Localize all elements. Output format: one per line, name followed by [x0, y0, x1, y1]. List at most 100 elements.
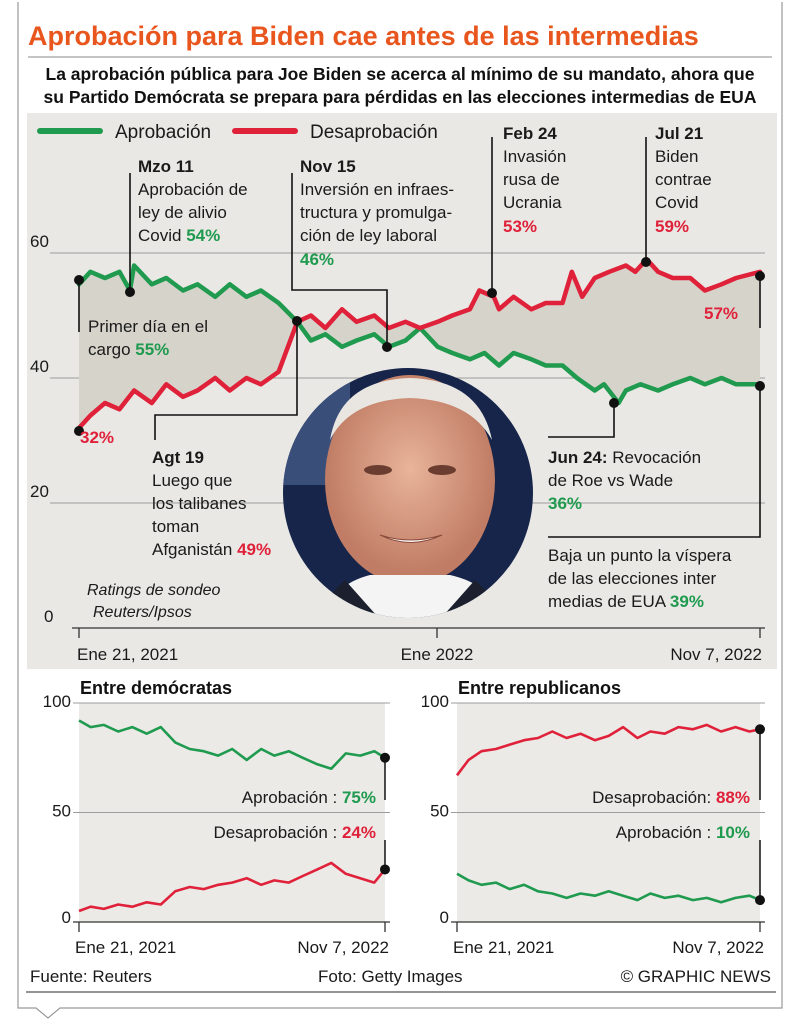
annotation-date: Agt 19: [152, 448, 204, 467]
source-note-line-2: Reuters/Ipsos: [93, 604, 192, 621]
annotation-date: Jun 24:: [548, 448, 608, 467]
annotation-text: Covid: [138, 226, 181, 245]
series-line-approval: [78, 719, 386, 770]
frame: [17, 2, 783, 1019]
annotation-date: Jul 21: [655, 124, 703, 143]
y-tick-label: 0: [62, 908, 71, 927]
series-line-disapproval: [76, 257, 763, 431]
annotation-jun24: Jun 24: Revocación de Roe vs Wade 36%: [548, 448, 701, 513]
y-tick-label: 0: [440, 908, 449, 927]
series-line-approval: [76, 263, 763, 406]
annotation-text: Aprobación de: [138, 180, 248, 199]
series-line-approval: [456, 872, 761, 904]
dem-chart: 0 50 100 Ene 21, 2021 Nov 7, 2022: [43, 692, 390, 957]
footer-photo-credit: Foto: Getty Images: [318, 967, 463, 986]
annotation-date: Feb 24: [503, 124, 557, 143]
svg-text:Afganistán 49%: Afganistán 49%: [152, 540, 271, 559]
y-tick-label: 50: [430, 802, 449, 821]
dot-end-approval: [755, 381, 765, 391]
annotation-text: Afganistán: [152, 540, 232, 559]
dem-disapproval-label: Desaprobación :: [213, 823, 342, 842]
annotation-text: Primer día en el: [88, 317, 208, 336]
annotation-end: Baja un punto la víspera de las eleccion…: [548, 546, 732, 611]
svg-text:Jun 24: Revocación: Jun 24: Revocación: [548, 448, 701, 467]
annotation-nov15: Nov 15 Inversión en infraes- tructura y …: [300, 157, 454, 269]
y-tick-label: 20: [30, 482, 49, 501]
annotation-value: 36%: [548, 494, 582, 513]
series-line-disapproval: [78, 861, 387, 913]
annotation-leaders: [78, 137, 761, 538]
end-dot: [755, 895, 765, 906]
page-title: Aprobación para Biden cae antes de las i…: [28, 21, 699, 51]
x-tick-label: Nov 7, 2022: [670, 645, 762, 664]
annotation-text: contrae: [655, 170, 712, 189]
source-note-line-1: Ratings de sondeo: [87, 582, 221, 599]
annotation-text: Inversión en infraes-: [300, 180, 454, 199]
annotation-date: Nov 15: [300, 157, 356, 176]
annotation-first-day: Primer día en el cargo 55%: [88, 317, 208, 359]
annotation-value: 54%: [186, 226, 220, 245]
main-lines: [76, 257, 763, 431]
dot-nov15: [382, 342, 392, 352]
footer-source: Fuente: Reuters: [30, 967, 152, 986]
x-tick-label: Ene 21, 2021: [77, 645, 178, 664]
x-tick-label: Nov 7, 2022: [672, 938, 764, 957]
rep-approval-label: Aprobación :: [616, 823, 716, 842]
dem-approval-value: 75%: [342, 788, 376, 807]
annotation-value: 53%: [503, 217, 537, 236]
annotation-text: medias de EUA: [548, 592, 667, 611]
annotation-text: tructura y promulga-: [300, 203, 452, 222]
annotation-text: Biden: [655, 147, 698, 166]
annotation-text: de las elecciones inter: [548, 569, 717, 588]
annotation-date: Mzo 11: [138, 157, 194, 176]
label-end-disapproval: 57%: [704, 304, 738, 323]
annotation-text: de Roe vs Wade: [548, 471, 673, 490]
annotation-value: 49%: [237, 540, 271, 559]
dot-first-day: [74, 275, 84, 285]
svg-text:Aprobación : 10%: Aprobación : 10%: [616, 823, 750, 842]
svg-text:Covid 54%: Covid 54%: [138, 226, 220, 245]
rep-disapproval-value: 88%: [716, 788, 750, 807]
dot-end-disapproval: [755, 271, 765, 281]
svg-text:Desaprobación : 24%: Desaprobación : 24%: [213, 823, 376, 842]
annotation-text: Ucrania: [503, 193, 562, 212]
svg-text:Aprobación : 75%: Aprobación : 75%: [242, 788, 376, 807]
annotation-value: 55%: [135, 340, 169, 359]
y-tick-label: 100: [421, 692, 449, 711]
dot-start-disapproval: [74, 426, 84, 436]
dot-jun24: [609, 398, 619, 408]
annotation-text: ley de alivio: [138, 203, 227, 222]
annotation-aug19: Agt 19 Luego que los talibanes toman Afg…: [152, 448, 271, 559]
small-charts: 0 50 100 Ene 21, 2021 Nov 7, 2022 0 50 100 Ene 2…: [43, 692, 765, 957]
annotation-text: ción de ley laboral: [300, 226, 437, 245]
subtitle-line-2: su Partido Demócrata se prepara para pér…: [44, 87, 757, 107]
legend-approval-label: Aprobación: [115, 122, 211, 143]
svg-text:Desaprobación: 88%: Desaprobación: 88%: [592, 788, 750, 807]
annotation-value: 39%: [670, 592, 704, 611]
end-dot: [755, 724, 765, 735]
dot-aug19: [292, 316, 302, 326]
x-tick-label: Nov 7, 2022: [297, 938, 389, 957]
dem-disapproval-value: 24%: [342, 823, 376, 842]
annotation-text: Invasión: [503, 147, 566, 166]
dem-chart-title: Entre demócratas: [80, 678, 232, 698]
dem-approval-label: Aprobación :: [242, 788, 342, 807]
svg-text:medias de EUA 39%: medias de EUA 39%: [548, 592, 704, 611]
svg-text:cargo 55%: cargo 55%: [88, 340, 169, 359]
annotation-value: 59%: [655, 217, 689, 236]
x-tick-label: Ene 2022: [401, 645, 474, 664]
annotation-text: toman: [152, 517, 199, 536]
dot-mar11: [125, 287, 135, 297]
series-line-disapproval: [455, 723, 761, 777]
subtitle-line-1: La aprobación pública para Joe Biden se …: [46, 64, 755, 84]
annotation-text: cargo: [88, 340, 131, 359]
y-tick-label: 60: [30, 232, 49, 251]
rep-chart-title: Entre republicanos: [458, 678, 621, 698]
label-start-disapproval: 32%: [80, 428, 114, 447]
legend-disapproval-label: Desaprobación: [310, 122, 438, 143]
rep-disapproval-label: Desaprobación:: [592, 788, 716, 807]
annotation-feb24: Feb 24 Invasión rusa de Ucrania 53%: [503, 124, 566, 236]
dot-jul21: [641, 257, 651, 267]
y-tick-label: 50: [52, 802, 71, 821]
